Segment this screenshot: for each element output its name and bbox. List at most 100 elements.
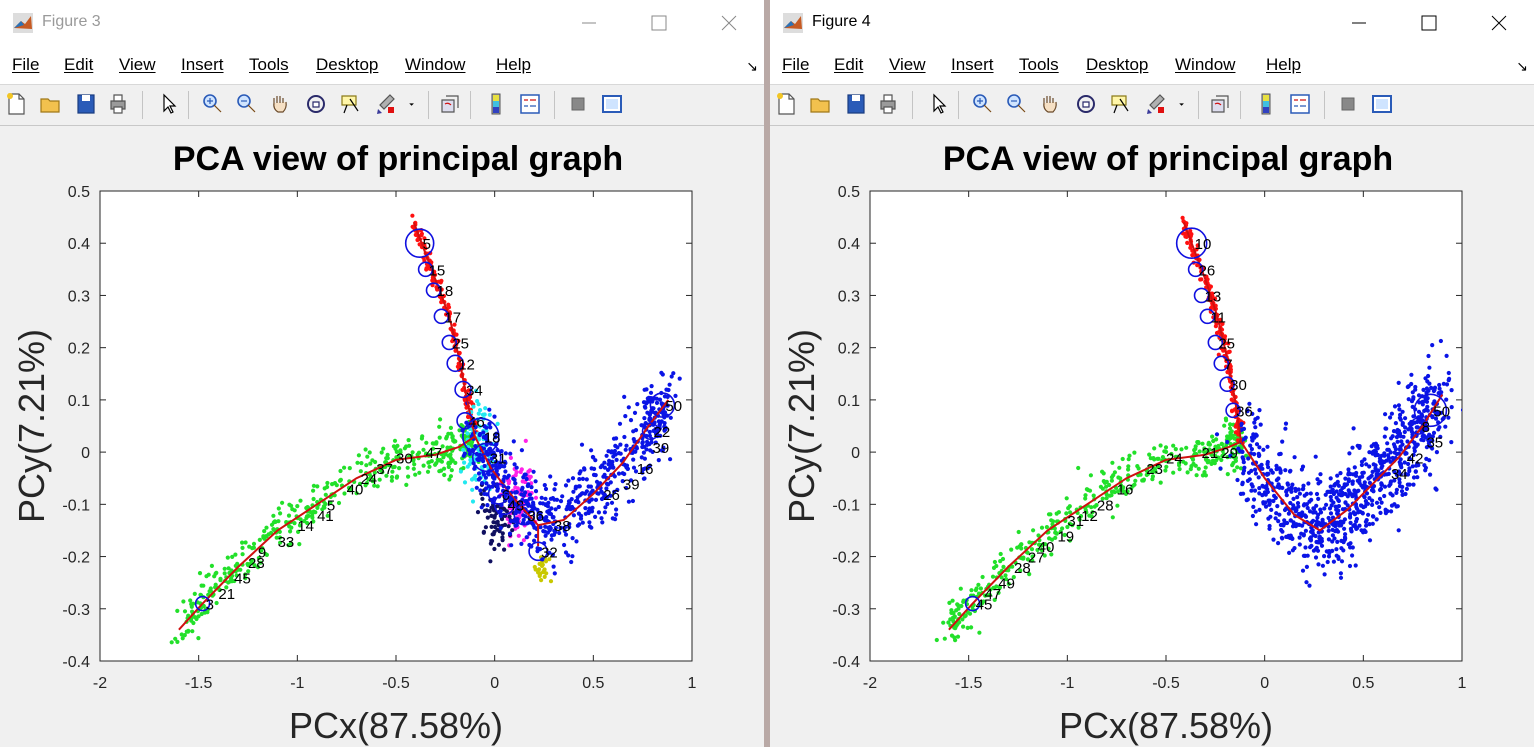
menu-window[interactable]: Window [1175, 55, 1236, 74]
data-point [517, 507, 523, 512]
data-point [209, 563, 214, 568]
data-point [609, 500, 615, 505]
hide-plot-tools-icon[interactable] [1336, 91, 1360, 117]
legend-icon[interactable] [1288, 91, 1312, 117]
show-plot-tools-icon[interactable] [600, 91, 624, 117]
colorbar-icon[interactable] [484, 91, 508, 117]
brush-dropdown-icon[interactable] [404, 91, 418, 117]
rotate-3d-icon[interactable] [1074, 91, 1098, 117]
zoom-out-icon[interactable] [1004, 91, 1028, 117]
data-point [410, 450, 415, 455]
menu-file[interactable]: File [12, 55, 40, 74]
menu-view[interactable]: View [889, 55, 926, 74]
legend-icon[interactable] [518, 91, 542, 117]
zoom-in-icon[interactable] [970, 91, 994, 117]
data-cursor-icon[interactable] [1108, 91, 1132, 117]
zoom-out-icon[interactable] [234, 91, 258, 117]
data-point [1388, 415, 1393, 420]
data-point [1428, 472, 1433, 477]
open-file-icon[interactable] [38, 91, 62, 117]
menu-edit[interactable]: Edit [64, 55, 94, 74]
menu-file[interactable]: File [782, 55, 810, 74]
data-point [308, 509, 313, 515]
data-point [1058, 529, 1063, 534]
title-bar[interactable]: Figure 3 [0, 0, 764, 46]
menu-tools[interactable]: Tools [249, 55, 289, 74]
menu-edit[interactable]: Edit [834, 55, 864, 74]
data-point [1402, 429, 1407, 435]
show-plot-tools-icon[interactable] [1370, 91, 1394, 117]
data-point [1202, 446, 1207, 451]
data-point [462, 480, 468, 485]
data-point [478, 488, 483, 493]
dock-figure-icon[interactable]: ↘ [1516, 58, 1528, 74]
menu-help[interactable]: Help [1266, 55, 1301, 74]
close-icon[interactable] [714, 8, 744, 38]
zoom-in-icon[interactable] [200, 91, 224, 117]
data-point [1163, 468, 1168, 473]
data-point [385, 452, 390, 457]
link-plot-icon[interactable] [1208, 91, 1232, 117]
brush-icon[interactable] [1144, 91, 1168, 117]
pointer-icon[interactable] [156, 91, 180, 117]
close-icon[interactable] [1484, 8, 1514, 38]
data-point [1251, 432, 1256, 437]
pointer-icon[interactable] [926, 91, 950, 117]
data-point [1419, 437, 1424, 442]
data-point [642, 404, 648, 409]
data-point [446, 464, 451, 470]
minimize-icon[interactable] [574, 8, 604, 38]
data-point [311, 483, 316, 488]
brush-icon[interactable] [374, 91, 398, 117]
data-point [1326, 537, 1331, 542]
data-point [1339, 523, 1344, 528]
menu-view[interactable]: View [119, 55, 156, 74]
menu-insert[interactable]: Insert [951, 55, 994, 74]
brush-dropdown-icon[interactable] [1174, 91, 1188, 117]
data-cursor-icon[interactable] [338, 91, 362, 117]
data-point [257, 537, 262, 542]
data-point [230, 554, 235, 559]
dock-figure-icon[interactable]: ↘ [746, 58, 758, 74]
data-point [437, 435, 442, 440]
hide-plot-tools-icon[interactable] [566, 91, 590, 117]
data-point [1254, 442, 1260, 447]
data-point [1076, 525, 1081, 530]
data-point [566, 553, 571, 558]
rotate-3d-icon[interactable] [304, 91, 328, 117]
open-file-icon[interactable] [808, 91, 832, 117]
pan-hand-icon[interactable] [1038, 91, 1062, 117]
data-point [1222, 334, 1228, 339]
data-point [1411, 475, 1417, 480]
menu-help[interactable]: Help [496, 55, 531, 74]
title-bar[interactable]: Figure 4 [770, 0, 1534, 46]
print-icon[interactable] [106, 91, 130, 117]
data-point [665, 403, 670, 408]
new-figure-icon[interactable] [774, 91, 798, 117]
data-point [342, 491, 347, 496]
save-icon[interactable] [74, 91, 98, 117]
minimize-icon[interactable] [1344, 8, 1374, 38]
link-plot-icon[interactable] [438, 91, 462, 117]
data-point [479, 505, 484, 510]
menu-insert[interactable]: Insert [181, 55, 224, 74]
menu-tools[interactable]: Tools [1019, 55, 1059, 74]
save-icon[interactable] [844, 91, 868, 117]
data-point [1335, 473, 1340, 478]
data-point [429, 459, 434, 464]
data-point [1394, 451, 1399, 457]
colorbar-icon[interactable] [1254, 91, 1278, 117]
menu-desktop[interactable]: Desktop [316, 55, 379, 74]
maximize-icon[interactable] [644, 8, 674, 38]
figure-4-window[interactable]: Figure 4 File Edit View Insert Tools Des… [770, 0, 1534, 747]
maximize-icon[interactable] [1414, 8, 1444, 38]
menu-desktop[interactable]: Desktop [1086, 55, 1149, 74]
data-point [1315, 540, 1320, 545]
data-point [1403, 416, 1408, 421]
data-point [1067, 538, 1073, 543]
print-icon[interactable] [876, 91, 900, 117]
figure-3-window[interactable]: Figure 3 File Edit View Insert Tools Des… [0, 0, 764, 747]
pan-hand-icon[interactable] [268, 91, 292, 117]
menu-window[interactable]: Window [405, 55, 466, 74]
new-figure-icon[interactable] [4, 91, 28, 117]
